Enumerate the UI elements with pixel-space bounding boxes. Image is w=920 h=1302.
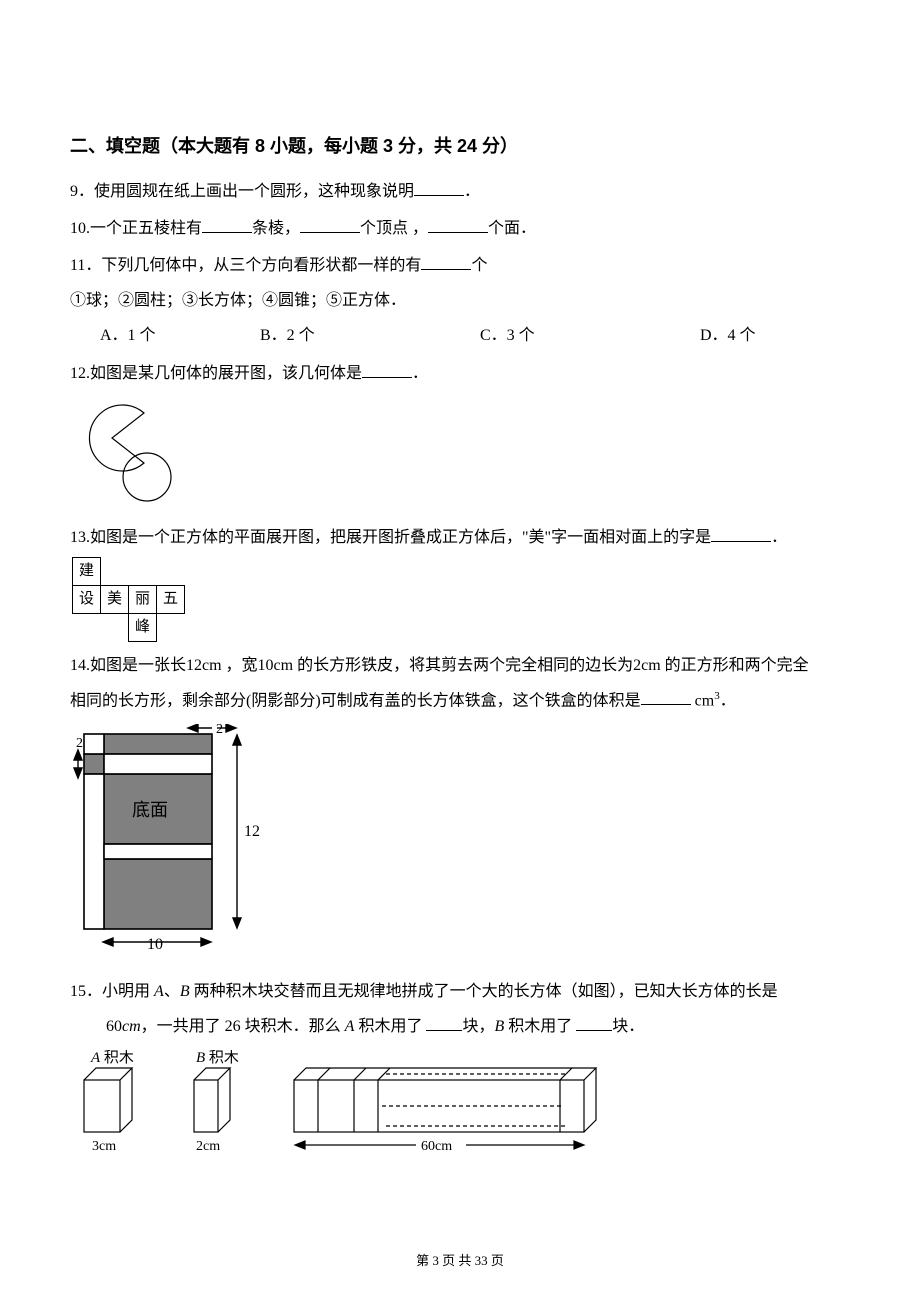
q14-label-2b: 2	[76, 736, 83, 751]
q11-optA: A．1 个	[100, 322, 260, 351]
q12-figure	[72, 395, 850, 516]
q14-figure: 2 2 12 10 底面	[72, 724, 850, 965]
q11-list: ①球；②圆柱；③长方体；④圆锥；⑤正方体．	[70, 287, 850, 316]
q15-line2-b: ，一共用了 26 块积木．那么	[141, 1018, 345, 1035]
q14-label-12: 12	[244, 823, 260, 840]
q15-line2-f: 块．	[612, 1018, 644, 1035]
q14-num: 14.	[70, 657, 90, 674]
net-cell: 丽	[129, 585, 157, 613]
q14-text-a: 如图是一张长12cm ，宽10cm 的长方形铁皮，将其剪去两个完全相同的边长为2…	[90, 657, 809, 674]
q15-cm: cm	[122, 1018, 141, 1035]
q15-num: 15．	[70, 983, 102, 1000]
q13-cube-net: 建 设美丽五 峰	[72, 557, 185, 642]
q14-line2-c: ．	[720, 692, 736, 709]
q11-blank	[421, 254, 471, 270]
q10-blank-3	[428, 217, 488, 233]
q14-line2-b: cm	[691, 692, 715, 709]
q14-label-10: 10	[147, 936, 163, 953]
q14-label-2a: 2	[216, 724, 223, 737]
question-10: 10.一个正五棱柱有 条棱， 个顶点 ， 个面．	[70, 215, 850, 244]
question-11: 11．下列几何体中，从三个方向看形状都一样的有 个 ①球；②圆柱；③长方体；④圆锥…	[70, 252, 850, 350]
q10-blank-1	[202, 217, 252, 233]
q15-line2-c: 积木用了	[354, 1018, 426, 1035]
q12-blank	[362, 362, 412, 378]
q11-text-b: 个	[471, 257, 487, 274]
q14-blank	[641, 689, 691, 705]
net-cell: 五	[157, 585, 185, 613]
q10-num: 10.	[70, 220, 90, 237]
q9-blank	[414, 180, 464, 196]
q12-num: 12.	[70, 365, 90, 382]
q10-d: 个面．	[488, 220, 536, 237]
q15-A2: A	[345, 1018, 355, 1035]
question-15: 15．小明用 A、B 两种积木块交替而且无规律地拼成了一个大的长方体（如图），已…	[70, 978, 850, 1155]
footer-b: 页 共	[439, 1253, 475, 1268]
q12-text-b: ．	[412, 365, 428, 382]
q15-labelA: A 积木	[90, 1050, 134, 1066]
q15-line2-e: 积木用了	[504, 1018, 576, 1035]
q15-dim3: 3cm	[92, 1139, 116, 1154]
q15-text-a: 小明用	[102, 983, 154, 1000]
footer-a: 第	[416, 1253, 432, 1268]
q14-line2-a: 相同的长方形，剩余部分(阴影部分)可制成有盖的长方体铁盒，这个铁盒的体积是	[70, 692, 641, 709]
q15-blank-2	[576, 1015, 612, 1031]
q10-blank-2	[300, 217, 360, 233]
q15-text-b: 、	[164, 983, 180, 1000]
footer-c: 页	[488, 1253, 504, 1268]
net-cell: 美	[101, 585, 129, 613]
q15-A: A	[154, 983, 164, 1000]
section-title: 二、填空题（本大题有 8 小题，每小题 3 分，共 24 分）	[70, 130, 850, 162]
q15-text-c: 两种积木块交替而且无规律地拼成了一个大的长方体（如图），已知大长方体的长是	[190, 983, 778, 1000]
footer-total: 33	[475, 1253, 488, 1268]
q10-c: 个顶点 ，	[360, 220, 428, 237]
q9-text-b: ．	[464, 183, 480, 200]
net-cell: 设	[73, 585, 101, 613]
q11-text-a: 下列几何体中，从三个方向看形状都一样的有	[101, 257, 421, 274]
q12-text-a: 如图是某几何体的展开图，该几何体是	[90, 365, 362, 382]
q13-text-a: 如图是一个正方体的平面展开图，把展开图折叠成正方体后，"美"字一面相对面上的字是	[90, 529, 711, 546]
q11-options: A．1 个 B．2 个 C．3 个 D．4 个	[70, 322, 850, 351]
q10-a: 一个正五棱柱有	[90, 220, 202, 237]
q13-num: 13.	[70, 529, 90, 546]
q13-text-b: ．	[771, 529, 787, 546]
q10-b: 条棱，	[252, 220, 300, 237]
q11-optD: D．4 个	[700, 322, 756, 351]
question-14: 14.如图是一张长12cm ，宽10cm 的长方形铁皮，将其剪去两个完全相同的边…	[70, 652, 850, 965]
question-13: 13.如图是一个正方体的平面展开图，把展开图折叠成正方体后，"美"字一面相对面上…	[70, 524, 850, 642]
question-9: 9．使用圆规在纸上画出一个圆形，这种现象说明 ．	[70, 178, 850, 207]
q9-num: 9．	[70, 183, 94, 200]
question-12: 12.如图是某几何体的展开图，该几何体是 ．	[70, 360, 850, 516]
q15-60: 60	[106, 1018, 122, 1035]
q15-line2-d: 块，	[462, 1018, 494, 1035]
q15-B2: B	[494, 1018, 504, 1035]
q11-num: 11．	[70, 257, 101, 274]
q15-labelB: B 积木	[196, 1050, 239, 1066]
q11-optC: C．3 个	[480, 322, 700, 351]
net-cell: 建	[73, 557, 101, 585]
page-footer: 第 3 页 共 33 页	[0, 1249, 920, 1272]
q15-dim60: 60cm	[421, 1139, 452, 1154]
q9-text-a: 使用圆规在纸上画出一个圆形，这种现象说明	[94, 183, 414, 200]
net-cell: 峰	[129, 613, 157, 641]
q13-blank	[711, 526, 771, 542]
q15-blank-1	[426, 1015, 462, 1031]
q15-figure: A 积木 3cm B 积木 2cm	[76, 1050, 850, 1155]
q11-optB: B．2 个	[260, 322, 480, 351]
q15-dim2: 2cm	[196, 1139, 220, 1154]
q14-label-bottom: 底面	[132, 800, 168, 820]
q15-B: B	[180, 983, 190, 1000]
